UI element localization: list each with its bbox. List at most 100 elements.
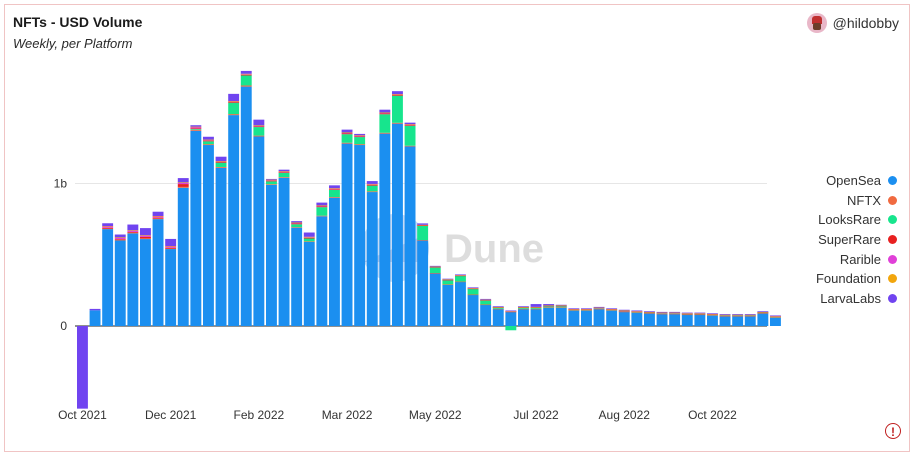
bar-superrare[interactable]	[190, 128, 202, 130]
bar-rarible[interactable]	[215, 161, 227, 162]
bar-larvalabs[interactable]	[165, 238, 177, 247]
bar-foundation[interactable]	[757, 311, 769, 313]
bar-looksrare[interactable]	[530, 307, 542, 309]
bar-nftx[interactable]	[732, 315, 744, 317]
bar-larvalabs[interactable]	[442, 278, 454, 280]
bar-rarible[interactable]	[354, 135, 366, 137]
bar-opensea[interactable]	[89, 310, 101, 326]
bar-looksrare[interactable]	[303, 238, 315, 242]
bar-nftx[interactable]	[555, 307, 567, 308]
bar-opensea[interactable]	[606, 310, 618, 326]
bar-nftx[interactable]	[303, 241, 315, 242]
bar-foundation[interactable]	[140, 235, 151, 236]
bar-foundation[interactable]	[492, 306, 504, 308]
bar-foundation[interactable]	[114, 237, 126, 238]
bar-superrare[interactable]	[177, 184, 189, 187]
bar-foundation[interactable]	[644, 311, 655, 313]
bar-nftx[interactable]	[581, 310, 592, 311]
bar-larvalabs[interactable]	[127, 224, 139, 231]
bar-opensea[interactable]	[379, 133, 391, 326]
bar-larvalabs[interactable]	[77, 326, 88, 409]
bar-larvalabs[interactable]	[203, 136, 214, 140]
bar-looksrare[interactable]	[240, 75, 252, 86]
bar-larvalabs[interactable]	[530, 304, 542, 307]
bar-rarible[interactable]	[291, 222, 303, 224]
bar-nftx[interactable]	[770, 317, 781, 318]
bar-opensea[interactable]	[127, 233, 139, 326]
bar-rarible[interactable]	[266, 179, 277, 181]
bar-nftx[interactable]	[530, 308, 542, 310]
bar-superrare[interactable]	[278, 172, 290, 173]
bar-opensea[interactable]	[203, 145, 214, 326]
bar-larvalabs[interactable]	[329, 185, 340, 189]
bar-opensea[interactable]	[669, 313, 681, 326]
bar-larvalabs[interactable]	[744, 314, 756, 315]
bar-opensea[interactable]	[404, 146, 416, 326]
bar-opensea[interactable]	[102, 229, 114, 326]
bar-larvalabs[interactable]	[417, 223, 429, 225]
legend-item-opensea[interactable]: OpenSea	[816, 171, 897, 191]
bar-opensea[interactable]	[492, 308, 504, 326]
bar-larvalabs[interactable]	[190, 125, 202, 127]
legend-item-rarible[interactable]: Rarible	[816, 249, 897, 269]
bar-nftx[interactable]	[278, 177, 290, 178]
bar-foundation[interactable]	[568, 309, 580, 310]
bar-larvalabs[interactable]	[492, 306, 504, 307]
bar-nftx[interactable]	[177, 186, 189, 188]
bar-looksrare[interactable]	[467, 288, 479, 295]
bar-foundation[interactable]	[102, 226, 114, 227]
bar-larvalabs[interactable]	[152, 211, 164, 216]
bar-nftx[interactable]	[568, 310, 580, 311]
bar-opensea[interactable]	[505, 311, 517, 326]
bar-foundation[interactable]	[631, 311, 643, 312]
bar-nftx[interactable]	[228, 114, 240, 116]
bar-larvalabs[interactable]	[669, 311, 681, 313]
bar-larvalabs[interactable]	[593, 306, 605, 308]
bar-opensea[interactable]	[555, 307, 567, 326]
bar-opensea[interactable]	[744, 316, 756, 326]
bar-rarible[interactable]	[228, 101, 240, 102]
bar-looksrare[interactable]	[417, 225, 429, 241]
bar-larvalabs[interactable]	[581, 308, 592, 310]
bar-superrare[interactable]	[366, 184, 378, 186]
bar-nftx[interactable]	[366, 191, 378, 193]
bar-opensea[interactable]	[140, 239, 151, 326]
bar-foundation[interactable]	[291, 222, 303, 224]
bar-foundation[interactable]	[694, 313, 706, 314]
bar-larvalabs[interactable]	[568, 308, 580, 310]
bar-opensea[interactable]	[581, 310, 592, 326]
legend-item-looksrare[interactable]: LooksRare	[816, 210, 897, 230]
bar-foundation[interactable]	[316, 205, 328, 207]
bar-opensea[interactable]	[694, 314, 706, 326]
bar-foundation[interactable]	[518, 306, 529, 308]
bar-superrare[interactable]	[329, 189, 340, 190]
bar-larvalabs[interactable]	[316, 202, 328, 206]
bar-larvalabs[interactable]	[606, 308, 618, 310]
bar-nftx[interactable]	[593, 308, 605, 310]
bar-superrare[interactable]	[316, 206, 328, 208]
bar-superrare[interactable]	[404, 125, 416, 126]
bar-superrare[interactable]	[165, 247, 177, 249]
bar-larvalabs[interactable]	[681, 312, 693, 314]
bar-nftx[interactable]	[404, 145, 416, 147]
bar-foundation[interactable]	[770, 316, 781, 317]
bar-rarible[interactable]	[140, 235, 151, 237]
bar-opensea[interactable]	[177, 187, 189, 326]
bar-opensea[interactable]	[770, 317, 781, 326]
legend-item-foundation[interactable]: Foundation	[816, 269, 897, 289]
author-badge[interactable]: @hildobby	[806, 13, 899, 33]
bar-foundation[interactable]	[228, 100, 240, 102]
bar-nftx[interactable]	[455, 281, 466, 283]
bar-rarible[interactable]	[127, 230, 139, 232]
bar-nftx[interactable]	[253, 135, 265, 137]
bar-nftx[interactable]	[744, 315, 756, 317]
legend-item-larvalabs[interactable]: LarvaLabs	[816, 289, 897, 309]
bar-looksrare[interactable]	[228, 102, 240, 115]
bar-opensea[interactable]	[480, 304, 492, 326]
bar-nftx[interactable]	[631, 312, 643, 313]
bar-opensea[interactable]	[316, 216, 328, 326]
alert-icon[interactable]: !	[885, 423, 901, 439]
bar-looksrare[interactable]	[316, 207, 328, 216]
bar-superrare[interactable]	[152, 217, 164, 219]
bar-foundation[interactable]	[744, 314, 756, 316]
